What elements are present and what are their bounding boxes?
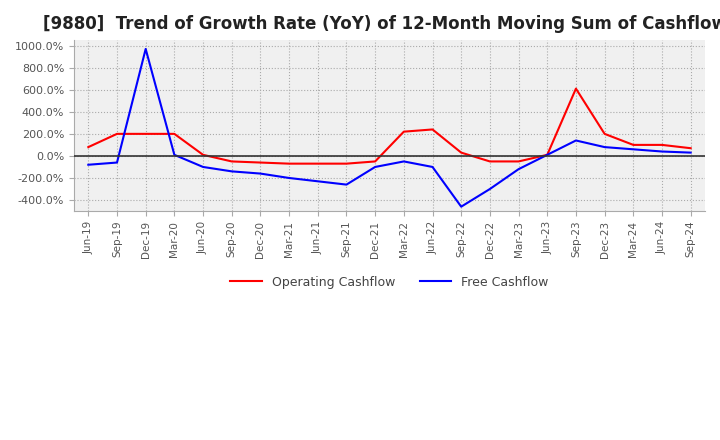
Free Cashflow [400, 159, 408, 164]
Operating Cashflow [371, 159, 379, 164]
Free Cashflow [112, 160, 121, 165]
Operating Cashflow [657, 142, 666, 147]
Free Cashflow [199, 164, 207, 169]
Line: Free Cashflow: Free Cashflow [89, 49, 690, 207]
Legend: Operating Cashflow, Free Cashflow: Operating Cashflow, Free Cashflow [225, 271, 554, 294]
Operating Cashflow [228, 159, 236, 164]
Free Cashflow [629, 147, 638, 152]
Operating Cashflow [170, 131, 179, 136]
Free Cashflow [228, 169, 236, 174]
Operating Cashflow [342, 161, 351, 166]
Free Cashflow [371, 164, 379, 169]
Operating Cashflow [313, 161, 322, 166]
Free Cashflow [686, 150, 695, 155]
Free Cashflow [485, 187, 494, 192]
Operating Cashflow [600, 131, 609, 136]
Free Cashflow [514, 166, 523, 172]
Operating Cashflow [686, 146, 695, 151]
Free Cashflow [256, 171, 265, 176]
Free Cashflow [428, 164, 437, 169]
Free Cashflow [285, 176, 294, 181]
Operating Cashflow [428, 127, 437, 132]
Free Cashflow [600, 144, 609, 150]
Title: [9880]  Trend of Growth Rate (YoY) of 12-Month Moving Sum of Cashflows: [9880] Trend of Growth Rate (YoY) of 12-… [42, 15, 720, 33]
Operating Cashflow [400, 129, 408, 134]
Operating Cashflow [112, 131, 121, 136]
Operating Cashflow [285, 161, 294, 166]
Free Cashflow [313, 179, 322, 184]
Line: Operating Cashflow: Operating Cashflow [89, 88, 690, 164]
Free Cashflow [457, 204, 466, 209]
Operating Cashflow [514, 159, 523, 164]
Operating Cashflow [485, 159, 494, 164]
Operating Cashflow [256, 160, 265, 165]
Free Cashflow [342, 182, 351, 187]
Free Cashflow [170, 152, 179, 158]
Operating Cashflow [572, 86, 580, 91]
Operating Cashflow [141, 131, 150, 136]
Free Cashflow [141, 46, 150, 51]
Operating Cashflow [457, 150, 466, 155]
Free Cashflow [572, 138, 580, 143]
Operating Cashflow [84, 144, 93, 150]
Free Cashflow [657, 149, 666, 154]
Operating Cashflow [199, 152, 207, 158]
Operating Cashflow [629, 142, 638, 147]
Free Cashflow [543, 152, 552, 158]
Operating Cashflow [543, 152, 552, 158]
Free Cashflow [84, 162, 93, 167]
